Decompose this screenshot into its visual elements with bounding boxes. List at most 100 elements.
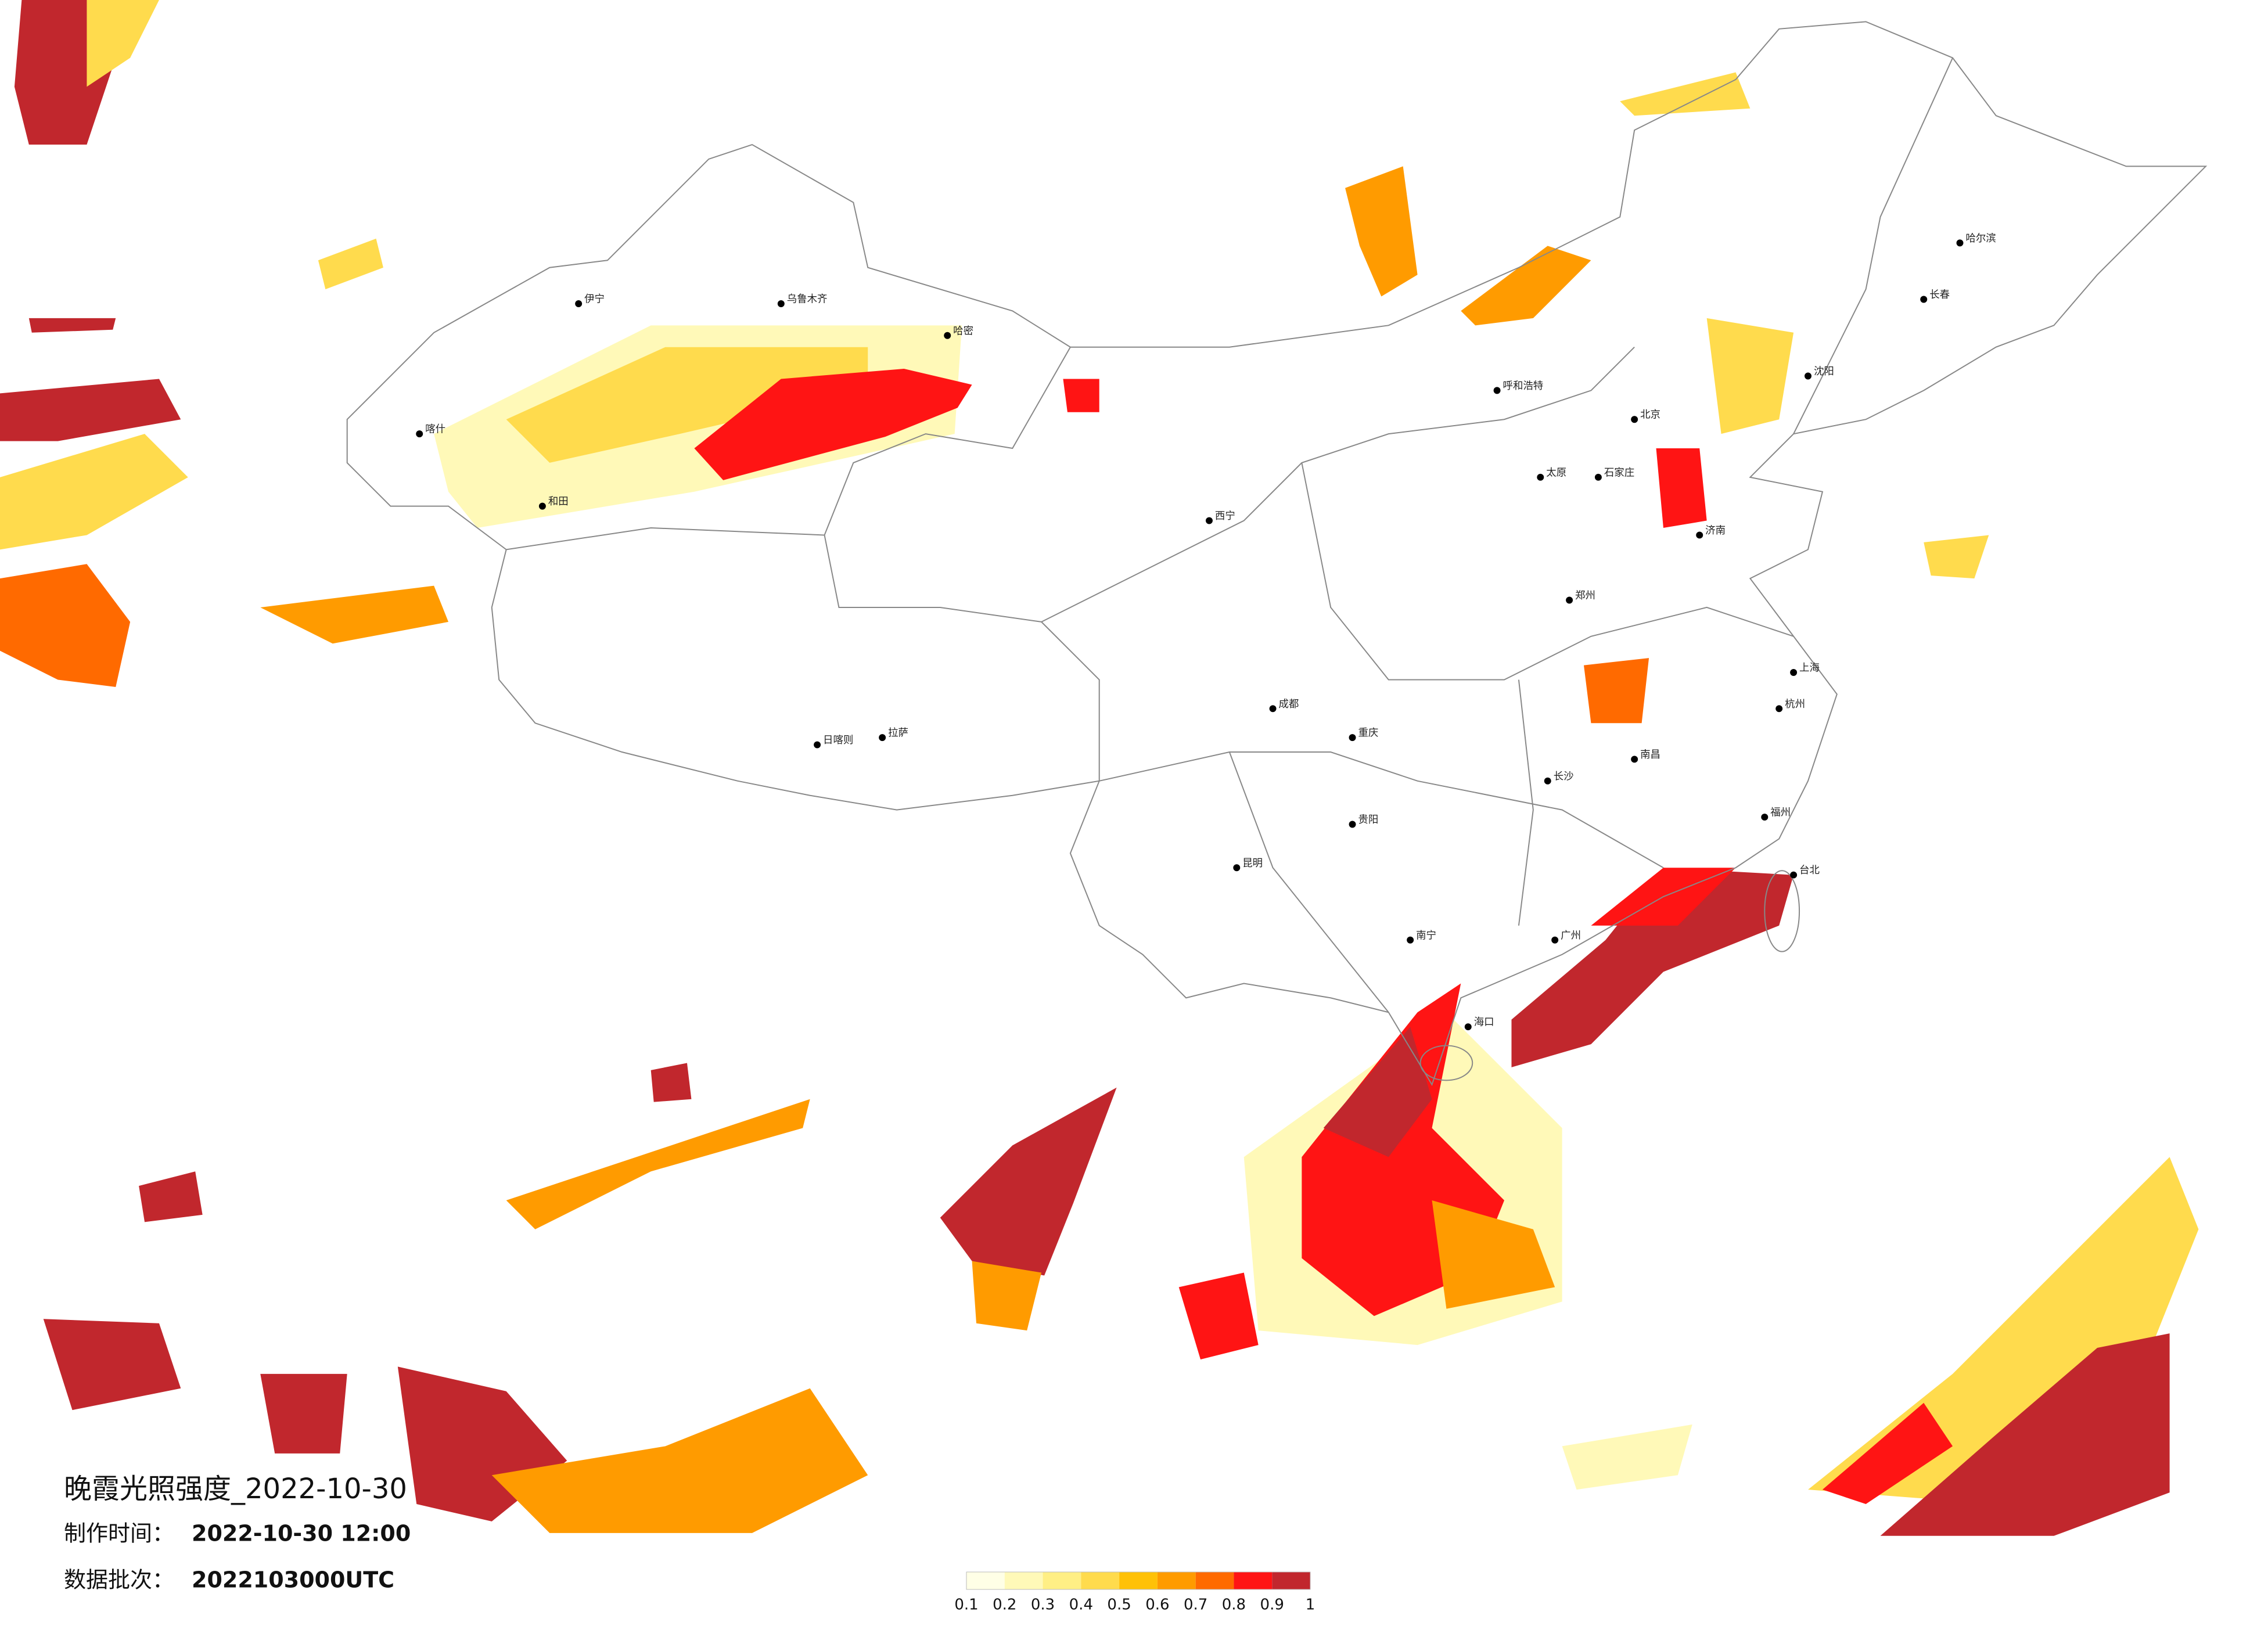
city-label: 昆明 [1242, 858, 1263, 869]
city-dot [1349, 734, 1356, 742]
city-label: 福州 [1770, 807, 1791, 819]
city-label: 伊宁 [584, 294, 605, 305]
heat-fields [0, 0, 2199, 1536]
colorbar-tick-label: 0.1 [954, 1596, 978, 1614]
city-dot [814, 741, 821, 749]
city-label: 哈密 [953, 325, 973, 337]
city-label: 太原 [1546, 467, 1566, 479]
heat-field [1178, 1272, 1259, 1359]
city-label: 广州 [1561, 930, 1581, 941]
city-dot [1761, 814, 1769, 821]
city-dot [575, 300, 583, 307]
colorbar-bin [1272, 1572, 1310, 1589]
city-label: 台北 [1799, 865, 1820, 876]
city-label: 长春 [1929, 289, 1950, 301]
heat-field [260, 585, 449, 644]
colorbar-tick-label: 0.5 [1107, 1596, 1131, 1614]
city-dot [944, 332, 951, 339]
city-label: 日喀则 [823, 735, 853, 746]
city-dot [1775, 705, 1783, 713]
heat-field [506, 347, 868, 463]
map-title: 晚霞光照强度_2022-10-30 [64, 1473, 407, 1505]
heat-field [1461, 246, 1591, 326]
heat-field [506, 1099, 810, 1229]
heat-field [139, 1171, 203, 1222]
colorbar-bin [1081, 1572, 1120, 1589]
city-dot [777, 300, 785, 307]
heat-field [1808, 1157, 2199, 1505]
heat-field [1063, 379, 1099, 412]
heat-field [87, 0, 159, 87]
city-label: 呼和浩特 [1503, 380, 1544, 392]
heat-field [1511, 868, 1794, 1067]
city-dot [1349, 821, 1356, 828]
city-label: 拉萨 [888, 728, 908, 739]
city-dot [1790, 669, 1798, 677]
city-label: 北京 [1640, 409, 1660, 421]
colorbar-tick-label: 0.3 [1031, 1596, 1055, 1614]
city-label: 上海 [1799, 663, 1820, 674]
colorbar-tick-label: 0.7 [1184, 1596, 1207, 1614]
heat-field [972, 1261, 1042, 1331]
province-border [1099, 751, 1664, 869]
city-dot [1537, 473, 1544, 481]
heat-field [1822, 1402, 1953, 1505]
colorbar-tick-label: 0.9 [1260, 1596, 1284, 1614]
city-dot [1493, 387, 1501, 394]
city-label: 重庆 [1358, 728, 1378, 739]
colorbar-bin [1234, 1572, 1273, 1589]
city-dot [1956, 239, 1964, 247]
heat-field [694, 369, 972, 480]
city-dot [1631, 756, 1638, 763]
city-dot [1233, 864, 1241, 872]
city-label: 南昌 [1640, 749, 1660, 761]
city-label: 成都 [1279, 699, 1299, 710]
city-dot [1464, 1023, 1472, 1031]
colorbar-bin [1119, 1572, 1158, 1589]
city-dot [1696, 531, 1703, 539]
heat-field [1880, 1333, 2170, 1536]
colorbar-bin [1157, 1572, 1196, 1589]
heat-field [0, 564, 131, 687]
city-dot [879, 734, 886, 742]
heat-field [0, 434, 188, 550]
colorbar-tick-label: 0.8 [1222, 1596, 1246, 1614]
city-label: 郑州 [1575, 590, 1595, 602]
city-label: 杭州 [1785, 699, 1805, 710]
city-dot [538, 502, 546, 510]
heat-field [1583, 658, 1649, 724]
heat-field [1345, 166, 1418, 297]
province-border [1228, 751, 1389, 1013]
info-block: 制作时间： 2022-10-30 12:00 数据批次： 2022103000UTC [64, 1521, 411, 1593]
city-dot [1631, 416, 1638, 423]
colorbar-tick-label: 1 [1306, 1596, 1315, 1614]
province-border [1518, 679, 1534, 926]
heat-field [1432, 1200, 1555, 1309]
colorbar-tick-label: 0.2 [993, 1596, 1016, 1614]
country-border [346, 21, 2208, 1087]
city-dot [1551, 936, 1559, 944]
colorbar-bin [1195, 1572, 1234, 1589]
city-label: 石家庄 [1604, 467, 1634, 479]
province-border [1793, 57, 1953, 434]
province-border [1041, 346, 1635, 623]
city-dot [1594, 473, 1602, 481]
colorbar-tick-label: 0.4 [1069, 1596, 1093, 1614]
province-border [1301, 462, 1794, 681]
heat-field [1620, 72, 1751, 116]
city-dot [1407, 936, 1414, 944]
island-border [1419, 1045, 1473, 1081]
city-dot [1790, 871, 1798, 879]
heat-field [28, 318, 116, 333]
heat-field [318, 238, 383, 290]
heat-field [260, 1373, 347, 1454]
province-border [506, 347, 1071, 551]
heat-field [491, 1388, 868, 1533]
city-dot [1920, 296, 1928, 303]
borders [346, 21, 2208, 1087]
colorbar-tick-label: 0.6 [1145, 1596, 1169, 1614]
city-dot [1566, 596, 1573, 604]
info-value: 2022103000UTC [192, 1567, 394, 1593]
